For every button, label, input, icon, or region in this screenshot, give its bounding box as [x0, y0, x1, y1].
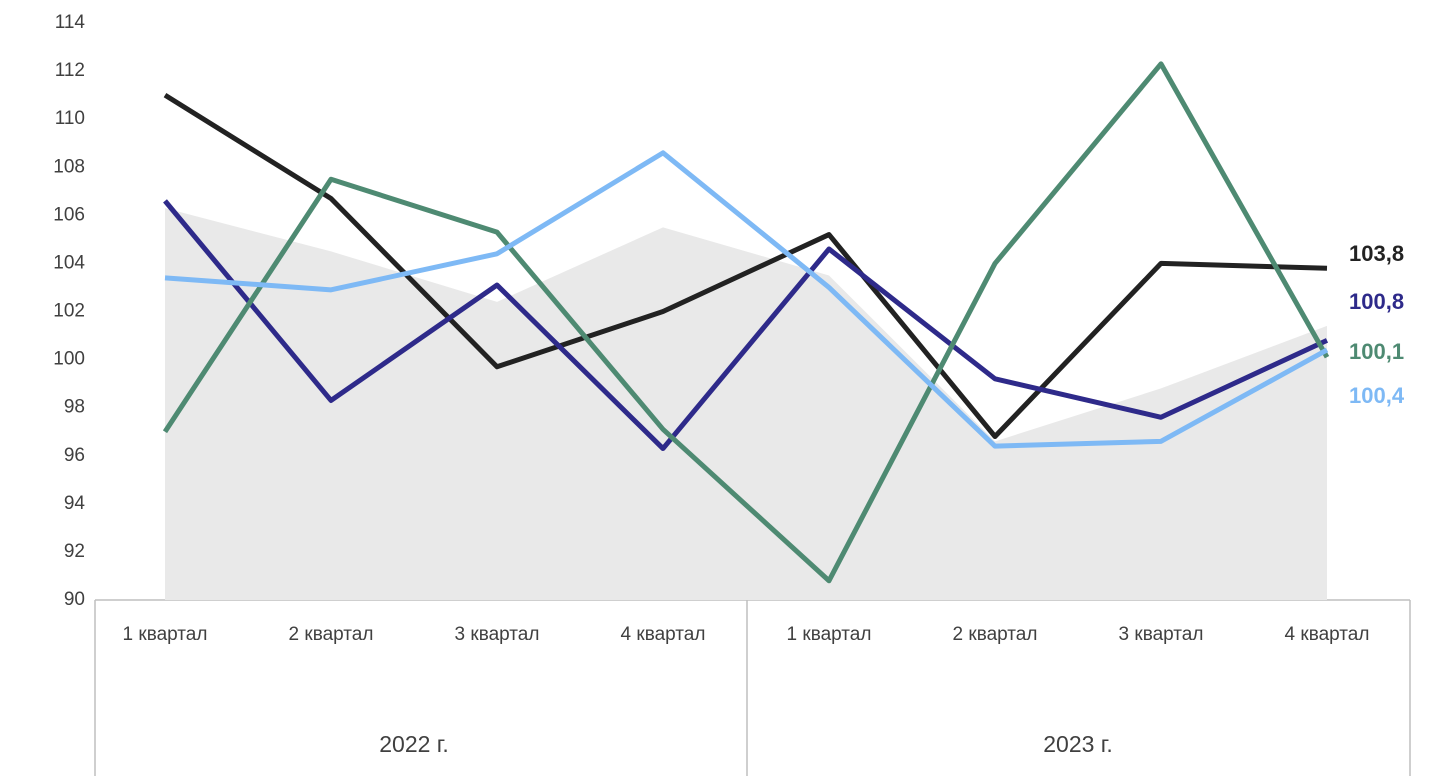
x-tick-label: 4 квартал — [621, 624, 706, 645]
y-tick-label: 106 — [53, 204, 85, 225]
series-line — [162, 61, 1330, 584]
data-label: 100,8 — [1349, 289, 1404, 314]
y-tick-label: 110 — [55, 108, 85, 129]
series-line — [163, 93, 1328, 440]
group-label: 2022 г. — [379, 731, 449, 757]
y-tick-label: 104 — [53, 252, 85, 273]
x-tick-label: 4 квартал — [1285, 624, 1370, 645]
y-tick-label: 108 — [53, 156, 85, 177]
y-tick-label: 112 — [55, 60, 85, 81]
y-tick-label: 96 — [64, 445, 85, 466]
x-tick-label: 3 квартал — [455, 624, 540, 645]
x-tick-label: 1 квартал — [123, 624, 208, 645]
y-tick-label: 92 — [64, 541, 85, 562]
data-label: 103,8 — [1349, 241, 1404, 266]
x-tick-label: 2 квартал — [289, 624, 374, 645]
data-label: 100,1 — [1349, 339, 1404, 364]
y-tick-label: 94 — [64, 493, 86, 514]
y-tick-label: 100 — [53, 349, 85, 370]
y-tick-label: 114 — [55, 12, 86, 33]
x-tick-label: 1 квартал — [787, 624, 872, 645]
data-label: 100,4 — [1349, 383, 1405, 408]
x-tick-label: 3 квартал — [1119, 624, 1204, 645]
area — [165, 208, 1327, 600]
series-line — [163, 199, 1329, 452]
series-line — [164, 150, 1329, 449]
y-tick-label: 90 — [64, 589, 85, 610]
x-tick-label: 2 квартал — [953, 624, 1038, 645]
y-tick-label: 102 — [53, 301, 85, 322]
group-label: 2023 г. — [1043, 731, 1113, 757]
y-tick-label: 98 — [64, 397, 85, 418]
